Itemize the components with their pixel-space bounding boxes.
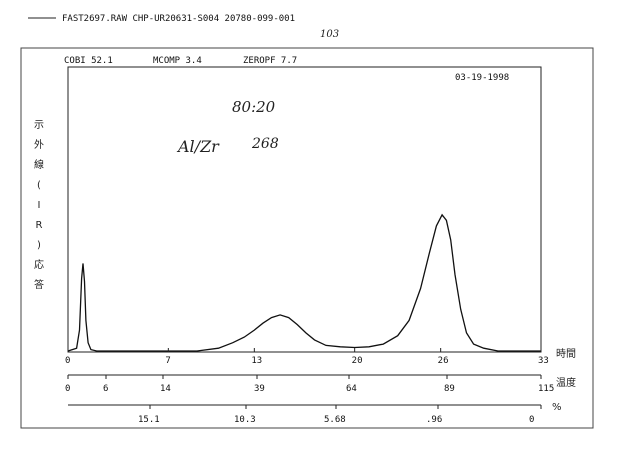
y-label-char: 線 [34, 158, 44, 171]
plot-frame [67, 66, 542, 353]
unit-percent: % [552, 402, 562, 413]
y-label-char: I [38, 200, 41, 211]
temp-tick-label: 64 [346, 384, 357, 394]
time-tick-label: 7 [165, 356, 170, 366]
param-cobi: COBI 52.1 [64, 56, 113, 66]
y-label-char: 示 [34, 120, 44, 131]
percent-tick-label: 10.3 [234, 415, 256, 425]
header-line1: FAST2697.RAW CHP-UR20631-S004 20780-099-… [62, 14, 295, 24]
handwritten-value: 268 [251, 136, 279, 152]
percent-tick-label: 0 [529, 415, 534, 425]
outer-frame [20, 47, 594, 429]
param-mcomp: MCOMP 3.4 [153, 56, 202, 66]
y-label-char: ( [37, 180, 41, 191]
y-label-char: R [36, 220, 43, 231]
time-tick-label: 0 [65, 356, 70, 366]
y-label-char: ) [37, 240, 41, 251]
y-label-char: 外 [34, 139, 44, 151]
x-axis-temp: 0 6 14 39 64 89 115 [65, 375, 554, 394]
percent-tick-label: .96 [426, 415, 442, 425]
temp-tick-label: 89 [444, 384, 455, 394]
x-axis-time: 0 7 13 20 26 33 [65, 348, 549, 366]
param-zeropf: ZEROPF 7.7 [243, 56, 297, 66]
unit-time: 時間 [556, 348, 576, 360]
x-axis-percent: 15.1 10.3 5.68 .96 0 [138, 405, 542, 425]
time-tick-label: 13 [251, 356, 262, 366]
temp-tick-label: 115 [538, 384, 554, 394]
y-label-char: 応 [34, 258, 44, 271]
percent-tick-label: 5.68 [324, 415, 346, 425]
temp-tick-label: 14 [160, 384, 171, 394]
unit-temp: 温度 [556, 376, 576, 389]
y-label-char: 答 [34, 278, 44, 291]
y-axis-label: 示外線 ( IR) 応答 [34, 120, 44, 291]
time-tick-label: 33 [538, 356, 549, 366]
date-label: 03-19-1998 [455, 73, 509, 83]
temp-tick-label: 0 [65, 384, 70, 394]
temp-tick-label: 39 [254, 384, 265, 394]
time-tick-label: 20 [352, 356, 363, 366]
series-line [67, 213, 541, 352]
handwritten-ratio: 80:20 [232, 98, 276, 116]
percent-tick-label: 15.1 [138, 415, 160, 425]
time-tick-label: 26 [438, 356, 449, 366]
handwritten-alzr: Al/Zr [176, 137, 220, 156]
header-annotation: 103 [320, 29, 339, 40]
temp-tick-label: 6 [103, 384, 108, 394]
